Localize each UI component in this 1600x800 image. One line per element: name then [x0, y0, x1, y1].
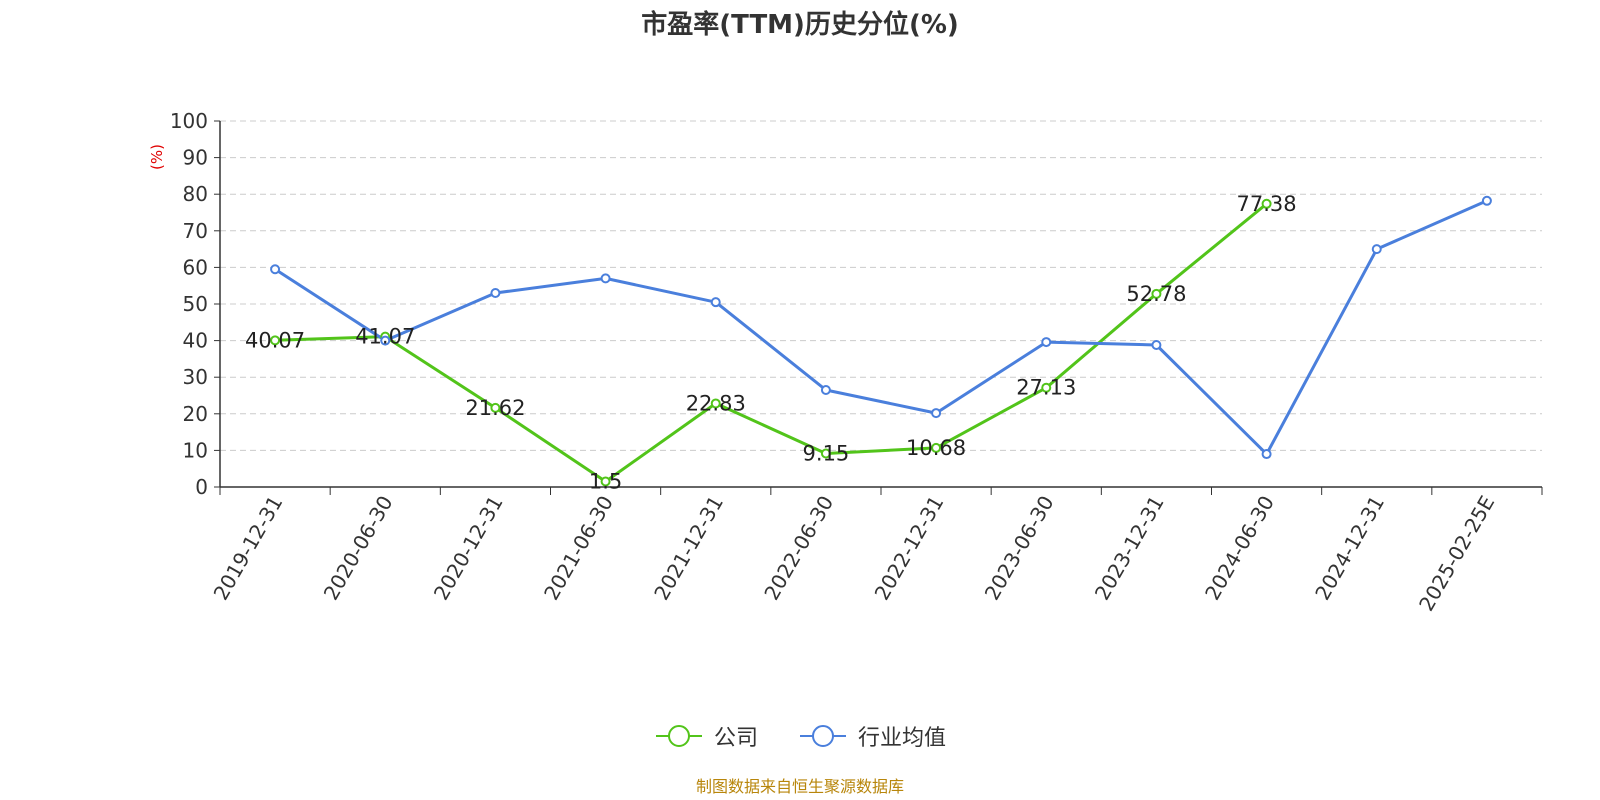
data-point — [820, 385, 831, 396]
series-layer — [270, 195, 1492, 487]
label-layer: 40.07 41.07 21.62 1.5 22.83 9.15 10.68 27.13 52.… — [245, 192, 1297, 494]
x-tick-label: 2020-06-30 — [319, 492, 398, 605]
y-tick-label: 80 — [183, 182, 208, 206]
line-chart: 0 10 20 30 40 50 60 70 80 90 100(%) 2019-12-31 2020-… — [148, 109, 1543, 616]
y-tick-label: 30 — [183, 365, 208, 389]
data-point — [600, 476, 611, 487]
data-point — [1261, 449, 1272, 460]
data-point — [1151, 339, 1162, 350]
y-axis-label: (%) — [148, 144, 166, 170]
data-label: 77.38 — [1237, 192, 1297, 216]
grid-layer — [220, 120, 1542, 451]
y-tick-label: 0 — [195, 475, 208, 499]
legend-item-industry[interactable]: 行业均值 — [798, 720, 946, 752]
data-point — [820, 448, 831, 459]
y-tick-label: 60 — [183, 255, 208, 279]
data-label: 41.07 — [355, 325, 415, 349]
series-line-0 — [275, 202, 1268, 483]
data-label: 52.78 — [1126, 282, 1186, 306]
x-tick-label: 2025-02-25E — [1414, 492, 1499, 616]
y-tick-label: 20 — [183, 402, 208, 426]
x-tick-label: 2024-06-30 — [1200, 492, 1279, 605]
x-tick-label: 2022-12-31 — [870, 492, 949, 605]
data-point — [1261, 198, 1272, 209]
legend-industry-label: 行业均值 — [858, 726, 947, 751]
data-point — [931, 442, 942, 453]
x-tick-label: 2020-12-31 — [429, 492, 508, 605]
data-point — [1371, 244, 1382, 255]
legend-industry-icon — [800, 725, 846, 747]
data-label: 22.83 — [686, 391, 746, 415]
data-point — [270, 264, 281, 275]
legend-item-company[interactable]: 公司 — [654, 720, 758, 752]
x-tick-label: 2021-12-31 — [649, 492, 728, 605]
y-tick-label: 100 — [170, 109, 208, 133]
data-point — [490, 402, 501, 413]
data-point — [380, 335, 391, 346]
y-tick-label: 70 — [183, 219, 208, 243]
data-label: 10.68 — [906, 436, 966, 460]
data-source-note: 制图数据来自恒生聚源数据库 — [695, 777, 904, 796]
x-tick-label: 2022-06-30 — [759, 492, 838, 605]
y-tick-label: 40 — [183, 329, 208, 353]
legend-company-label: 公司 — [713, 726, 758, 751]
data-point — [1041, 337, 1052, 348]
x-tick-label: 2023-12-31 — [1090, 492, 1169, 605]
data-point — [600, 273, 611, 284]
y-tick-label: 50 — [183, 292, 208, 316]
data-point — [270, 335, 281, 346]
x-tick-label: 2023-06-30 — [980, 492, 1059, 605]
data-point — [710, 297, 721, 308]
data-label: 9.15 — [803, 442, 850, 466]
data-point — [1481, 195, 1492, 206]
data-point — [490, 288, 501, 299]
x-tick-label: 2021-06-30 — [539, 492, 618, 605]
legend-company-icon — [655, 725, 702, 747]
data-label: 1.5 — [589, 470, 622, 494]
data-point — [931, 408, 942, 419]
y-tick-label: 90 — [183, 146, 208, 170]
data-point — [1151, 288, 1162, 299]
axis-layer: 0 10 20 30 40 50 60 70 80 90 100(%) 2019-12-31 2020-… — [148, 109, 1543, 616]
x-tick-label: 2019-12-31 — [209, 492, 288, 605]
chart-title: 市盈率(TTM)历史分位(%) — [641, 10, 959, 40]
data-label: 27.13 — [1016, 376, 1076, 400]
y-tick-label: 10 — [183, 438, 208, 462]
data-point — [710, 398, 721, 409]
data-label: 21.62 — [465, 396, 525, 420]
data-point — [1041, 382, 1052, 393]
legend: 公司 行业均值 — [0, 720, 1600, 752]
data-label: 40.07 — [245, 328, 305, 352]
x-tick-label: 2024-12-31 — [1310, 492, 1389, 605]
series-line-1 — [274, 199, 1488, 456]
